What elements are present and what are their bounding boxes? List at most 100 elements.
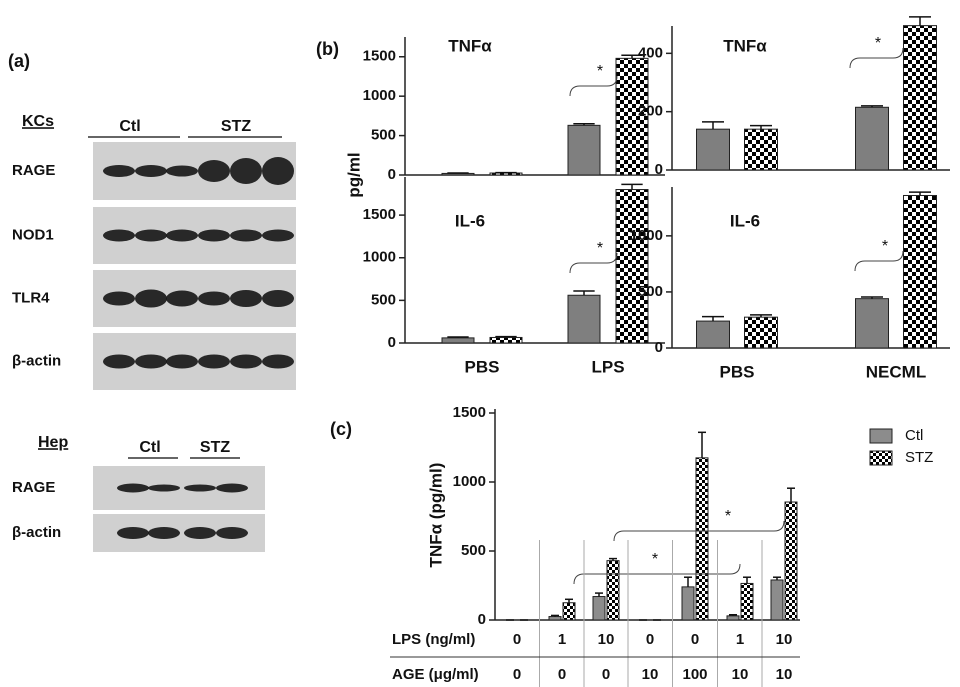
y-tick-label: 1500 <box>363 206 396 223</box>
bar <box>615 189 649 344</box>
bar <box>567 294 601 344</box>
row-value: 0 <box>513 631 521 648</box>
annotation: * <box>597 240 603 257</box>
row-value: 0 <box>558 666 566 683</box>
blot-row-label: β-actin <box>12 352 61 369</box>
blot-band <box>135 229 167 242</box>
row-value: 0 <box>646 631 654 648</box>
blot-band <box>184 484 216 492</box>
row-value: 100 <box>682 666 707 683</box>
y-tick-label: 1000 <box>453 473 486 490</box>
row-value: 10 <box>776 631 793 648</box>
y-axis-label: pg/ml <box>344 152 363 197</box>
bar <box>696 128 730 171</box>
row-value: 10 <box>732 666 749 683</box>
bar <box>615 57 649 176</box>
bar <box>855 298 889 349</box>
blot-row-label: TLR4 <box>12 289 50 306</box>
row-value: 10 <box>776 666 793 683</box>
bar <box>744 316 778 349</box>
y-tick-label: 500 <box>638 283 663 300</box>
row-value: 0 <box>513 666 521 683</box>
blot-group: STZ <box>200 439 230 456</box>
blot-band <box>135 165 167 177</box>
x-tick-label: PBS <box>465 357 500 376</box>
y-tick-label: 0 <box>388 166 396 183</box>
blot-band <box>117 527 149 539</box>
row-label: AGE (μg/ml) <box>392 666 479 683</box>
blot-band <box>230 354 262 369</box>
blot-row-label: RAGE <box>12 162 55 179</box>
legend-swatch <box>869 450 893 466</box>
blot-band <box>135 354 167 369</box>
bar <box>567 124 601 176</box>
y-tick-label: 1500 <box>363 48 396 65</box>
chart-title: IL-6 <box>455 211 485 230</box>
blot-band <box>198 229 230 242</box>
x-tick-label: LPS <box>591 357 624 376</box>
y-tick-label: 0 <box>388 334 396 351</box>
significance-bracket <box>573 563 741 585</box>
blot-band <box>230 229 262 242</box>
blot-band <box>262 229 294 242</box>
y-tick-label: 0 <box>655 339 663 356</box>
panel-label: (b) <box>316 39 339 59</box>
annotation: * <box>882 238 888 255</box>
significance-bracket <box>613 520 785 542</box>
panel-label: (a) <box>8 51 30 71</box>
bar <box>696 320 730 349</box>
blot-group: STZ <box>221 118 251 135</box>
annotation: * <box>725 508 731 525</box>
blot-band <box>184 527 216 539</box>
chart-title: TNFα <box>448 36 492 55</box>
significance-bracket <box>849 47 904 69</box>
legend-label: Ctl <box>905 427 923 444</box>
chart-title: IL-6 <box>730 211 760 230</box>
legend-label: STZ <box>905 449 933 466</box>
blot-band <box>117 483 149 493</box>
row-value: 10 <box>642 666 659 683</box>
legend-swatch <box>869 428 893 444</box>
y-tick-label: 0 <box>655 161 663 178</box>
y-tick-label: 500 <box>371 291 396 308</box>
y-tick-label: 1000 <box>363 87 396 104</box>
row-value: 10 <box>598 631 615 648</box>
significance-bracket <box>854 250 904 272</box>
blot-band <box>166 229 198 242</box>
blot-band <box>198 160 230 182</box>
blot-band <box>166 290 198 307</box>
y-tick-label: 500 <box>371 127 396 144</box>
blot-band <box>103 354 135 369</box>
blot-title: KCs <box>22 113 54 130</box>
bar <box>855 106 889 171</box>
blot-band <box>262 157 294 185</box>
blot-group: Ctl <box>119 118 140 135</box>
bar <box>695 457 709 621</box>
bar <box>441 337 475 344</box>
bar <box>784 501 798 621</box>
bar <box>744 128 778 171</box>
blot-row-label: NOD1 <box>12 226 54 243</box>
blot-row-label: β-actin <box>12 524 61 541</box>
blot-band <box>166 165 198 177</box>
blot-band <box>216 483 248 493</box>
annotation: * <box>875 35 881 52</box>
y-tick-label: 400 <box>638 44 663 61</box>
bar <box>606 560 620 621</box>
y-tick-label: 200 <box>638 103 663 120</box>
row-label: LPS (ng/ml) <box>392 631 475 648</box>
y-tick-label: 500 <box>461 542 486 559</box>
blot-band <box>103 229 135 242</box>
blot-band <box>198 291 230 306</box>
annotation: * <box>652 551 658 568</box>
y-tick-label: 1000 <box>363 249 396 266</box>
y-tick-label: 0 <box>478 611 486 628</box>
blot-band <box>216 527 248 539</box>
row-value: 0 <box>691 631 699 648</box>
x-tick-label: PBS <box>720 362 755 381</box>
blot-band <box>198 354 230 369</box>
y-axis-label: TNFα (pg/ml) <box>426 463 445 568</box>
bar <box>903 194 937 349</box>
blot-row-label: RAGE <box>12 479 55 496</box>
blot-group: Ctl <box>139 439 160 456</box>
